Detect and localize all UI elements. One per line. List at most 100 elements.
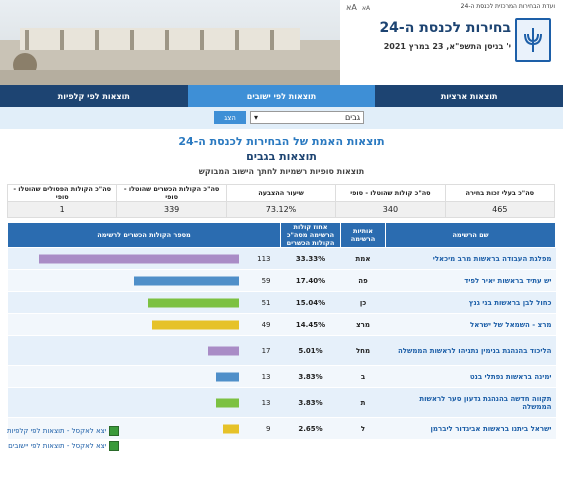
result-row: תקווה חדשה בהנהגת גדעון סער לראשות הממשל… bbox=[7, 387, 556, 418]
knesset-illustration bbox=[0, 28, 340, 85]
excel-icon bbox=[109, 426, 120, 436]
list-percent: 3.83% bbox=[280, 387, 341, 418]
list-letters: אמת bbox=[340, 247, 386, 270]
vote-bar bbox=[215, 398, 239, 407]
result-row: כחול לבן בראשות בני גנץ כן 15.04% 51 bbox=[7, 291, 556, 314]
list-name: ימינה בראשות נפתלי בנט bbox=[385, 365, 556, 388]
results-table: שם הרשימה אותיות הרשימה אחוז קולות הרשימה … bbox=[7, 222, 556, 440]
vote-bar bbox=[134, 276, 239, 285]
summary-header: סה"כ קולות שהוטלו - סופי bbox=[335, 184, 446, 202]
list-percent: 3.83% bbox=[280, 365, 341, 388]
list-name: תקווה חדשה בהנהגת גדעון סער לראשות הממשל… bbox=[385, 387, 556, 418]
export-link-text: יצא לאקסל - תוצאות לפי קלפיות bbox=[7, 427, 107, 435]
list-letters: ב bbox=[340, 365, 386, 388]
vote-bar bbox=[151, 320, 239, 329]
results-header: אותיות הרשימה bbox=[340, 222, 386, 248]
show-button[interactable]: הצג bbox=[214, 111, 246, 124]
votes-cell: 17 bbox=[7, 335, 281, 366]
font-size-large[interactable]: Aא bbox=[346, 3, 357, 12]
result-row: מרצ - השמאל של ישראל מרצ 14.45% 49 bbox=[7, 313, 556, 336]
nav-tab[interactable]: תוצאות לפי ישובים bbox=[187, 85, 376, 107]
vote-count: 13 bbox=[261, 398, 271, 407]
summary-value: 339 bbox=[116, 201, 227, 218]
search-row: גבים ▾ הצג bbox=[0, 107, 563, 129]
select-arrow: ▾ bbox=[254, 113, 259, 122]
result-row: ישראל ביתנו בראשות אביגדור ליברמן ל 2.65% 9 bbox=[7, 417, 556, 440]
results-header: שם הרשימה bbox=[385, 222, 556, 248]
excel-icon bbox=[109, 441, 120, 451]
votes-cell: 113 bbox=[7, 247, 281, 270]
export-link[interactable]: יצא לאקסל - תוצאות לפי קלפיות bbox=[7, 426, 120, 436]
nav-tab[interactable]: תוצאות ארציות bbox=[440, 91, 498, 101]
export-links: יצא לאקסל - תוצאות לפי קלפיות יצא לאקסל -… bbox=[7, 426, 120, 451]
vote-count: 51 bbox=[261, 298, 271, 307]
font-size-small[interactable]: Aא bbox=[362, 5, 371, 12]
vote-count: 17 bbox=[261, 346, 271, 355]
votes-cell: 49 bbox=[7, 313, 281, 336]
nav-bar: תוצאות ארציות תוצאות לפי ישובים תוצאות לפי… bbox=[0, 85, 563, 107]
export-link-text: יצא לאקסל - תוצאות לפי יישובים bbox=[8, 442, 107, 450]
summary-value: 340 bbox=[335, 201, 446, 218]
vote-count: 9 bbox=[266, 424, 271, 433]
result-row: ימינה בראשות נפתלי בנט ב 3.83% 13 bbox=[7, 365, 556, 388]
list-name: הליכוד בהנהגת בנימין נתניהו לראשות הממשל… bbox=[385, 335, 556, 366]
summary-table: סה"כ בעלי זכות בחירה סה"כ קולות שהוטלו - … bbox=[6, 184, 556, 218]
list-letters: ת bbox=[340, 387, 386, 418]
list-name: מרצ - השמאל של ישראל bbox=[385, 313, 556, 336]
vote-bar bbox=[208, 346, 239, 355]
summary-value: 1 bbox=[6, 201, 118, 218]
header: בחירות לכנסת ה-24 י' בניסן התשפ"א, 23 במ… bbox=[340, 0, 563, 85]
list-name: יש עתיד בראשות יאיר לפיד bbox=[385, 269, 556, 292]
summary-value: 465 bbox=[444, 201, 556, 218]
list-percent: 17.40% bbox=[280, 269, 341, 292]
votes-cell: 13 bbox=[7, 365, 281, 388]
select-value: גבים bbox=[344, 113, 360, 122]
page-subtitle: תוצאות בגבים bbox=[246, 150, 317, 163]
list-letters: ל bbox=[340, 417, 386, 440]
list-name: מפלגת העבודה בראשות מרב מיכאלי bbox=[385, 247, 556, 270]
votes-cell: 13 bbox=[7, 387, 281, 418]
list-percent: 15.04% bbox=[280, 291, 341, 314]
list-percent: 14.45% bbox=[280, 313, 341, 336]
vote-count: 13 bbox=[261, 372, 271, 381]
results-header: מספר הקולות הכשרים לרשימה bbox=[7, 222, 281, 248]
vote-bar bbox=[222, 424, 239, 433]
list-letters: כן bbox=[340, 291, 386, 314]
header-date: י' בניסן התשפ"א, 23 במרץ 2021 bbox=[383, 42, 511, 51]
vote-bar bbox=[148, 298, 239, 307]
list-percent: 33.33% bbox=[280, 247, 341, 270]
nav-tab[interactable]: תוצאות לפי קלפיות bbox=[57, 91, 130, 101]
page-note: תוצאות סופיות רשמיות לחתך הישוב המבוקש bbox=[198, 167, 365, 176]
list-percent: 5.01% bbox=[280, 335, 341, 366]
votes-cell: 51 bbox=[7, 291, 281, 314]
list-name: ישראל ביתנו בראשות אביגדור ליברמן bbox=[385, 417, 556, 440]
vote-count: 49 bbox=[261, 320, 271, 329]
list-letters: מרצ bbox=[340, 313, 386, 336]
page-title: תוצאות האמת של הבחירות לכנסת ה-24 bbox=[178, 135, 385, 148]
emblem bbox=[515, 18, 551, 62]
vote-count: 113 bbox=[257, 254, 271, 263]
result-row: מפלגת העבודה בראשות מרב מיכאלי אמת 33.33% 1… bbox=[7, 247, 556, 270]
summary-header: סה"כ בעלי זכות בחירה bbox=[444, 184, 556, 202]
summary-value: 73.12% bbox=[225, 201, 337, 218]
locality-select[interactable]: גבים ▾ bbox=[250, 111, 364, 124]
list-letters: מחל bbox=[340, 335, 386, 366]
export-link[interactable]: יצא לאקסל - תוצאות לפי יישובים bbox=[8, 441, 120, 451]
banner-image bbox=[0, 0, 340, 85]
vote-bar bbox=[215, 372, 239, 381]
list-name: כחול לבן בראשות בני גנץ bbox=[385, 291, 556, 314]
vote-count: 59 bbox=[261, 276, 271, 285]
result-row: הליכוד בהנהגת בנימין נתניהו לראשות הממשל… bbox=[7, 335, 556, 366]
committee-name: ועדת הבחירות המרכזית לכנסת ה-24 bbox=[460, 3, 555, 10]
votes-cell: 9 bbox=[7, 417, 281, 440]
summary-header: סה"כ הקולות הכשרים שהוטלו - סופי bbox=[116, 184, 227, 202]
result-row: יש עתיד בראשות יאיר לפיד פה 17.40% 59 bbox=[7, 269, 556, 292]
list-percent: 2.65% bbox=[280, 417, 341, 440]
header-title: בחירות לכנסת ה-24 bbox=[379, 20, 511, 36]
results-header: אחוז קולות הרשימה מסה"כ הקולות הכשרים bbox=[280, 222, 341, 248]
list-letters: פה bbox=[340, 269, 386, 292]
summary-header: סה"כ הקולות הפסולים שהוטלו - סופי bbox=[6, 184, 118, 202]
emblem-icon bbox=[524, 28, 542, 52]
summary-header: שיעור ההצבעה bbox=[225, 184, 337, 202]
